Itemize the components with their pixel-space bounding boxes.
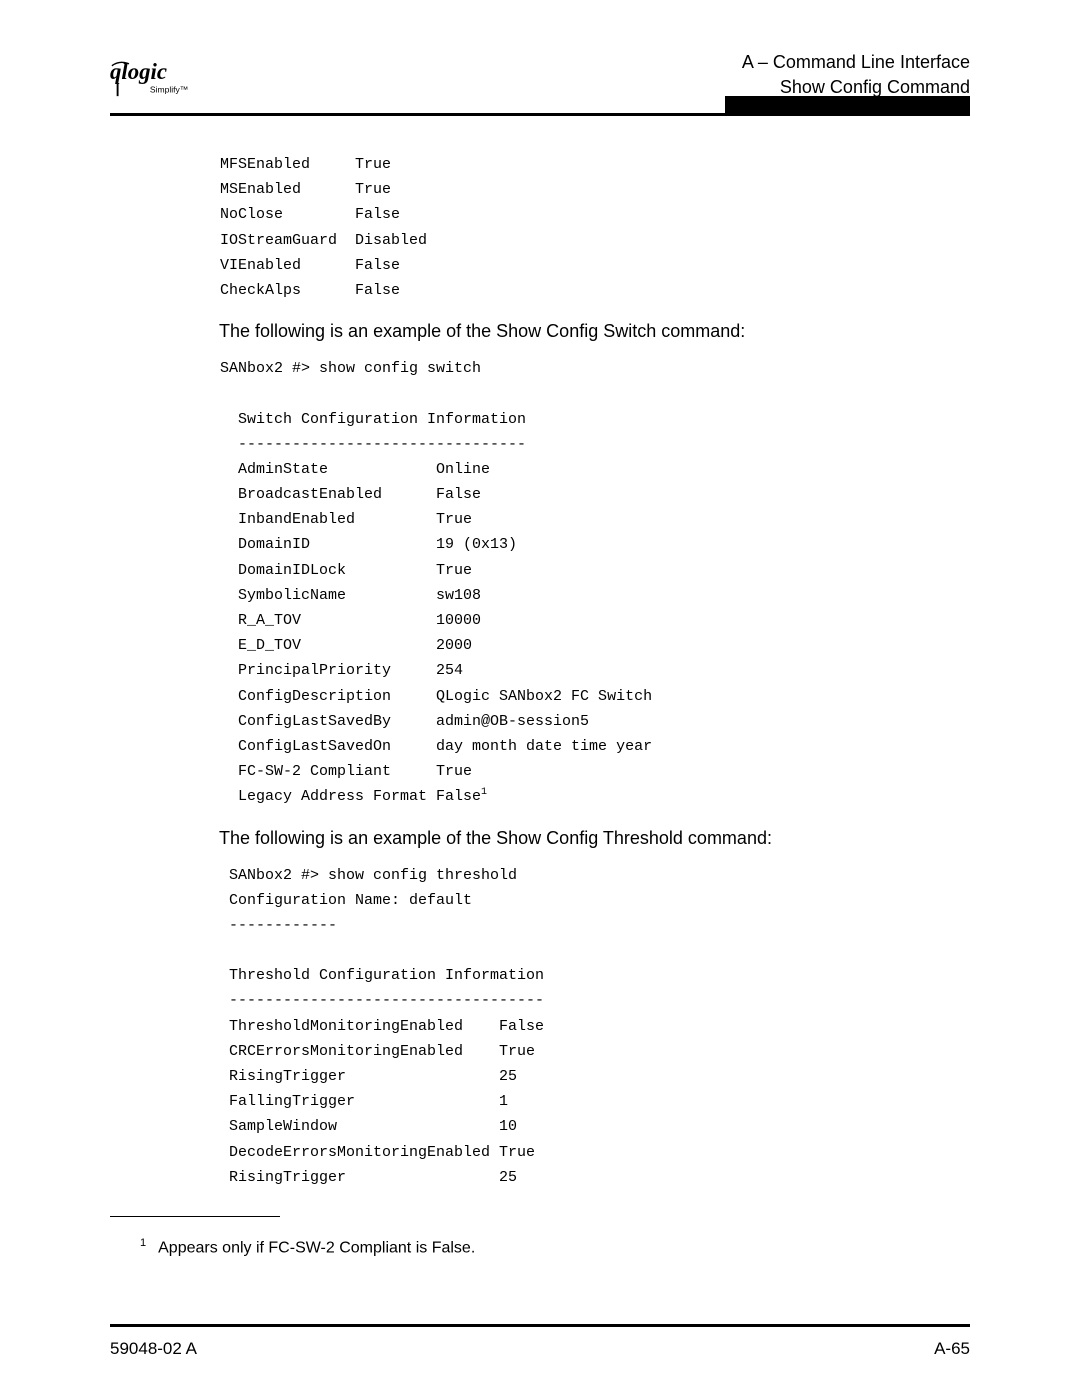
footnote: 1 Appears only if FC-SW-2 Compliant is Fa… [140,1237,970,1257]
bottom-rule [110,1324,970,1327]
cmd-switch: SANbox2 #> show config switch [220,356,970,381]
footer-right: A-65 [934,1339,970,1359]
footer-left: 59048-02 A [110,1339,197,1359]
header-text: A – Command Line Interface Show Config C… [742,50,970,100]
header-rule [110,113,970,116]
qlogic-logo: qlogic Simplify™ [110,55,205,105]
config-block-1: MFSEnabled True MSEnabled True NoClose F… [220,152,970,303]
prose-switch: The following is an example of the Show … [219,321,970,342]
footnote-rule [110,1216,280,1217]
footnote-num: 1 [140,1237,146,1249]
blank1 [220,381,970,406]
header-line1: A – Command Line Interface [742,50,970,75]
footnote-text: Appears only if FC-SW-2 Compliant is Fal… [158,1239,475,1256]
prose-threshold: The following is an example of the Show … [219,828,970,849]
svg-text:Simplify™: Simplify™ [150,84,188,94]
switch-output: Switch Configuration Information -------… [220,407,970,810]
threshold-output: SANbox2 #> show config threshold Configu… [220,863,970,1190]
